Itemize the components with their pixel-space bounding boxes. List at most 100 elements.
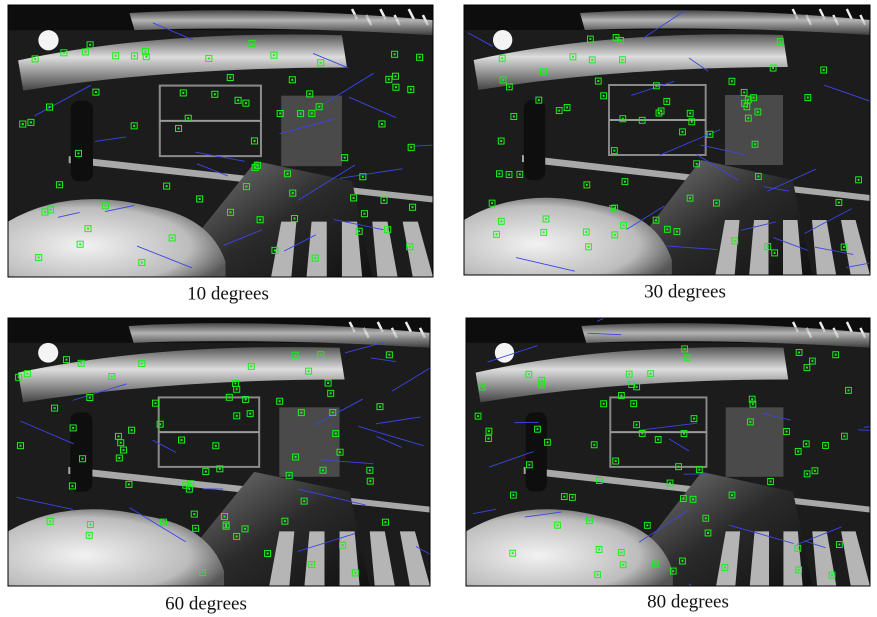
feature-point-center bbox=[253, 140, 255, 142]
feature-point-center bbox=[188, 488, 190, 490]
feature-point-center bbox=[245, 186, 247, 188]
feature-point-center bbox=[279, 112, 281, 114]
feature-point-center bbox=[410, 146, 412, 148]
feature-point-center bbox=[133, 55, 135, 57]
scene-content bbox=[8, 318, 468, 586]
feature-point-center bbox=[339, 451, 341, 453]
feature-point-center bbox=[228, 396, 230, 398]
feature-point-center bbox=[342, 544, 344, 546]
cabinet bbox=[279, 407, 339, 476]
feature-point-center bbox=[362, 176, 364, 178]
feature-point-center bbox=[236, 388, 238, 390]
feature-point-center bbox=[205, 471, 207, 473]
feature-point-center bbox=[419, 56, 421, 58]
feature-point-center bbox=[89, 397, 91, 399]
feature-point-center bbox=[615, 37, 617, 39]
feature-point-center bbox=[249, 413, 251, 415]
feature-point-center bbox=[545, 218, 547, 220]
lamp bbox=[38, 343, 58, 363]
feature-point-center bbox=[314, 257, 316, 259]
feature-point-center bbox=[383, 199, 385, 201]
feature-point-center bbox=[89, 44, 91, 46]
feature-point-center bbox=[363, 213, 365, 215]
feature-point-center bbox=[571, 496, 573, 498]
feature-point-center bbox=[182, 92, 184, 94]
feature-point-center bbox=[593, 444, 595, 446]
feature-point-center bbox=[251, 43, 253, 45]
feature-point-center bbox=[591, 59, 593, 61]
feature-point-center bbox=[779, 41, 781, 43]
feature-point-center bbox=[491, 202, 493, 204]
feature-point-center bbox=[193, 513, 195, 515]
scene bbox=[8, 318, 468, 586]
feature-point-center bbox=[394, 75, 396, 77]
feature-point-center bbox=[131, 429, 133, 431]
feature-point-center bbox=[274, 249, 276, 251]
feature-point-center bbox=[598, 548, 600, 550]
caption: 60 degrees bbox=[165, 593, 247, 614]
feature-point-center bbox=[318, 106, 320, 108]
feature-point-center bbox=[623, 224, 625, 226]
feature-point-center bbox=[572, 56, 574, 58]
feature-point-center bbox=[743, 91, 745, 93]
feature-point-center bbox=[115, 55, 117, 57]
feature-point-center bbox=[49, 520, 51, 522]
cabinet bbox=[726, 407, 784, 476]
feature-point-center bbox=[686, 357, 688, 359]
feature-point-center bbox=[71, 485, 73, 487]
feature-point-center bbox=[30, 121, 32, 123]
feature-point-center bbox=[202, 571, 204, 573]
feature-point-center bbox=[650, 373, 652, 375]
feature-point-center bbox=[541, 384, 543, 386]
person bbox=[526, 412, 547, 491]
feature-point-center bbox=[636, 424, 638, 426]
feature-point-center bbox=[848, 389, 850, 391]
feature-point-center bbox=[753, 97, 755, 99]
feature-point-center bbox=[118, 457, 120, 459]
feature-point-center bbox=[502, 79, 504, 81]
feature-point-center bbox=[798, 569, 800, 571]
feature-point-center bbox=[633, 403, 635, 405]
feature-point-center bbox=[682, 131, 684, 133]
feature-point-center bbox=[187, 117, 189, 119]
feature-point-center bbox=[322, 469, 324, 471]
feature-point-center bbox=[95, 91, 97, 93]
feature-point-center bbox=[48, 106, 50, 108]
feature-point-center bbox=[327, 382, 329, 384]
feature-point-center bbox=[646, 524, 648, 526]
feature-point-center bbox=[245, 398, 247, 400]
feature-point-center bbox=[508, 86, 510, 88]
feature-point-center bbox=[641, 119, 643, 121]
feature-point-center bbox=[707, 532, 709, 534]
feature-point-center bbox=[746, 106, 748, 108]
feature-point-center bbox=[178, 127, 180, 129]
feature-point-center bbox=[786, 430, 788, 432]
feature-point-center bbox=[488, 438, 490, 440]
feature-point-center bbox=[225, 525, 227, 527]
feature-point-center bbox=[558, 110, 560, 112]
feature-point-center bbox=[133, 125, 135, 127]
feature-point-center bbox=[586, 184, 588, 186]
feature-point-center bbox=[501, 57, 503, 59]
feature-point-center bbox=[223, 515, 225, 517]
feature-point-center bbox=[843, 246, 845, 248]
feature-point-center bbox=[797, 450, 799, 452]
feature-point-center bbox=[620, 39, 622, 41]
scene bbox=[8, 5, 448, 277]
feature-point-center bbox=[292, 192, 294, 194]
feature-point-center bbox=[705, 517, 707, 519]
feature-point-center bbox=[477, 415, 479, 417]
feature-point-center bbox=[684, 348, 686, 350]
feature-point-center bbox=[244, 528, 246, 530]
feature-point-center bbox=[692, 498, 694, 500]
feature-point-center bbox=[353, 197, 355, 199]
cabinet bbox=[725, 95, 783, 165]
feature-point-center bbox=[332, 411, 334, 413]
feature-point-center bbox=[19, 445, 21, 447]
feature-point-center bbox=[628, 373, 630, 375]
feature-point-center bbox=[229, 211, 231, 213]
feature-point-center bbox=[603, 95, 605, 97]
feature-point-center bbox=[54, 407, 56, 409]
feature-point-center bbox=[672, 570, 674, 572]
caption: 30 degrees bbox=[644, 281, 726, 302]
